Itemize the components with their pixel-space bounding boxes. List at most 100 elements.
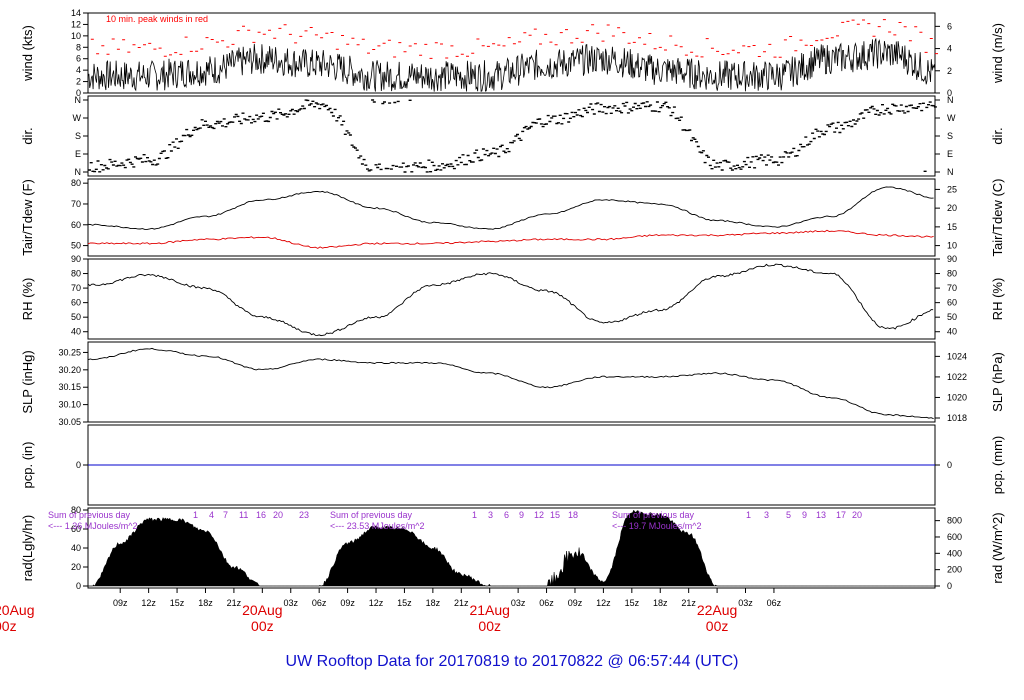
rh-right-tick-label: 50 [947, 312, 957, 322]
dir-right-tick-label: N [947, 167, 954, 177]
rh-series-line [87, 263, 934, 337]
rad-sum-value: <--- 19.7 MJoules/m^2 [612, 521, 702, 531]
pcp-ylabel-right: pcp. (mm) [990, 436, 1005, 495]
rh-right-tick-label: 60 [947, 298, 957, 308]
dir-left-tick-label: E [75, 149, 81, 159]
rh-left-tick-label: 80 [71, 269, 81, 279]
wind-ylabel-left: wind (kts) [20, 25, 35, 82]
temp-ylabel-right: Tair/Tdew (C) [990, 178, 1005, 256]
rad-series-area [88, 509, 935, 587]
rh-left-tick-label: 90 [71, 254, 81, 264]
rad-hour-label: 15 [550, 510, 560, 520]
rad-left-tick-label: 60 [71, 524, 81, 534]
slp-left-tick-label: 30.20 [58, 365, 81, 375]
x-tick-label: 15z [625, 598, 640, 608]
slp-right-tick-label: 1022 [947, 372, 967, 382]
x-day-date-clipped: 20Aug [0, 602, 34, 618]
x-tick-label: 09z [568, 598, 583, 608]
x-tick-label: 12z [596, 598, 611, 608]
x-tick-label: 09z [340, 598, 355, 608]
rh-left-tick-label: 40 [71, 327, 81, 337]
wind-left-tick-label: 8 [76, 42, 81, 52]
rh-left-tick-label: 50 [71, 312, 81, 322]
rad-hour-label: 20 [852, 510, 862, 520]
rad-sum-title: Sum of previous day [48, 510, 131, 520]
rad-hour-label: 6 [504, 510, 509, 520]
dir-left-tick-label: N [75, 167, 82, 177]
rad-sum-value: <--- 1.36 MJoules/m^2 [48, 521, 138, 531]
x-tick-label: 21z [681, 598, 696, 608]
pcp-ylabel-left: pcp. (in) [20, 442, 35, 489]
dir-left-tick-label: N [75, 95, 82, 105]
temp-left-tick-label: 50 [71, 241, 81, 251]
temp-frame [87, 178, 936, 257]
rad-sum-value: <--- 23.53 MJoules/m^2 [330, 521, 425, 531]
rad-ylabel-right: rad (W/m^2) [990, 512, 1005, 583]
rad-hour-label: 16 [256, 510, 266, 520]
rad-hour-label: 23 [299, 510, 309, 520]
wind-ylabel-right: wind (m/s) [990, 23, 1005, 84]
rad-hour-label: 5 [786, 510, 791, 520]
rad-hour-label: 9 [519, 510, 524, 520]
slp-left-tick-label: 30.10 [58, 400, 81, 410]
rad-hour-label: 13 [816, 510, 826, 520]
rad-right-tick-label: 400 [947, 548, 962, 558]
rad-hour-label: 12 [534, 510, 544, 520]
wind-right-tick-label: 2 [947, 66, 952, 76]
dir-right-tick-label: S [947, 131, 953, 141]
rad-hour-label: 1 [193, 510, 198, 520]
temp-right-tick-label: 20 [947, 203, 957, 213]
wind-left-tick-label: 14 [71, 8, 81, 18]
x-tick-label: 15z [397, 598, 412, 608]
x-day-date: 22Aug [697, 602, 737, 618]
dir-ylabel-left: dir. [20, 127, 35, 144]
wind-left-tick-label: 4 [76, 65, 81, 75]
slp-left-tick-label: 30.25 [58, 347, 81, 357]
rad-hour-label: 3 [488, 510, 493, 520]
x-day-time: 00z [251, 618, 274, 634]
rad-hour-label: 1 [472, 510, 477, 520]
x-tick-label: 06z [539, 598, 554, 608]
x-tick-label: 21z [227, 598, 242, 608]
x-day-time: 00z [478, 618, 501, 634]
slp-left-tick-label: 30.15 [58, 382, 81, 392]
rh-left-tick-label: 70 [71, 283, 81, 293]
rad-hour-label: 3 [764, 510, 769, 520]
rad-hour-label: 1 [746, 510, 751, 520]
temp-right-tick-label: 10 [947, 241, 957, 251]
slp-right-tick-label: 1024 [947, 351, 967, 361]
wind-left-tick-label: 6 [76, 54, 81, 64]
slp-series-line [87, 347, 934, 420]
temp-air-line [87, 186, 934, 230]
wind-left-tick-label: 10 [71, 31, 81, 41]
x-day-time-clipped: 00z [0, 618, 17, 634]
rad-right-tick-label: 800 [947, 516, 962, 526]
dir-right-tick-label: E [947, 149, 953, 159]
temp-left-tick-label: 70 [71, 199, 81, 209]
temp-right-tick-label: 25 [947, 184, 957, 194]
rad-hour-label: 4 [209, 510, 214, 520]
x-tick-label: 03z [738, 598, 753, 608]
slp-ylabel-right: SLP (hPa) [990, 352, 1005, 412]
x-tick-label: 18z [653, 598, 668, 608]
wind-left-tick-label: 2 [76, 77, 81, 87]
x-tick-label: 12z [141, 598, 156, 608]
rad-left-tick-label: 0 [76, 581, 81, 591]
rad-hour-label: 17 [836, 510, 846, 520]
wind-series-line [87, 38, 936, 92]
rh-right-tick-label: 40 [947, 327, 957, 337]
wind-right-tick-label: 6 [947, 21, 952, 31]
x-day-date: 21Aug [469, 602, 509, 618]
dir-ylabel-right: dir. [990, 127, 1005, 144]
wind-left-tick-label: 0 [76, 88, 81, 98]
rad-sum-title: Sum of previous day [330, 510, 413, 520]
wind-right-tick-label: 4 [947, 44, 952, 54]
wind-frame [87, 12, 936, 94]
x-tick-label: 06z [767, 598, 782, 608]
rad-left-tick-label: 40 [71, 543, 81, 553]
rad-sum-title: Sum of previous day [612, 510, 695, 520]
rad-right-tick-label: 200 [947, 565, 962, 575]
rad-right-tick-label: 600 [947, 532, 962, 542]
x-tick-label: 06z [312, 598, 327, 608]
